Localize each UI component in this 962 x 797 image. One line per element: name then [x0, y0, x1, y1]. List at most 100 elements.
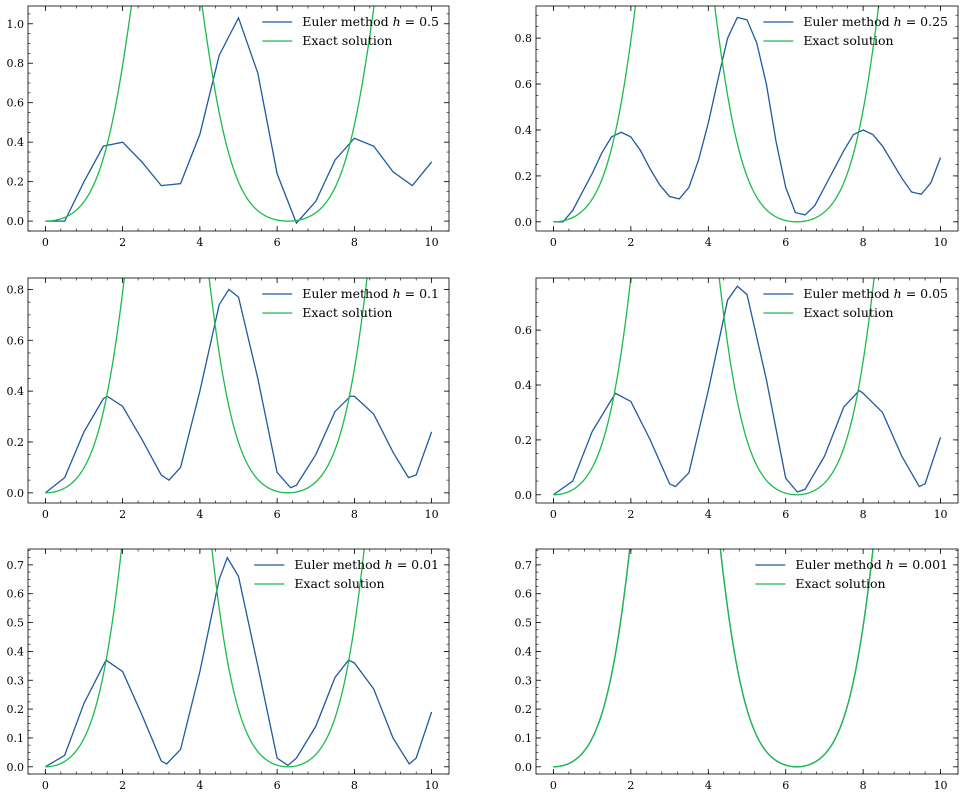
legend-h-symbol: h — [393, 14, 401, 29]
x-tick-label: 8 — [351, 236, 358, 249]
x-tick-label: 10 — [425, 236, 439, 249]
x-tick-label: 4 — [705, 508, 712, 521]
exact-series-line — [553, 278, 875, 496]
axes-frame — [27, 5, 450, 232]
axes-frame — [535, 5, 959, 232]
legend-euler-suffix: = 0.001 — [894, 557, 948, 572]
legend-euler-prefix: Euler method — [795, 557, 885, 572]
legend: Euler method h = 0.5 Exact solution — [262, 14, 439, 48]
legend-entry-euler: Euler method h = 0.01 — [294, 557, 439, 572]
y-tick-label: 0.8 — [7, 57, 25, 70]
y-tick-label: 0.3 — [515, 674, 533, 687]
x-tick-label: 10 — [934, 236, 948, 249]
y-tick-label: 0.4 — [7, 385, 25, 398]
euler-series-line — [45, 16, 433, 225]
x-tick-label: 2 — [627, 236, 634, 249]
y-tick-label: 0.1 — [515, 732, 533, 745]
x-tick-label: 10 — [934, 508, 948, 521]
axes-frame — [535, 548, 959, 775]
x-tick-label: 8 — [860, 779, 867, 792]
y-tick-label: 0.0 — [515, 761, 533, 774]
x-tick-label: 8 — [351, 508, 358, 521]
x-tick-label: 2 — [119, 236, 126, 249]
legend-euler-prefix: Euler method — [302, 14, 392, 29]
x-tick-label: 4 — [196, 508, 203, 521]
y-tick-label: 0.0 — [515, 489, 533, 502]
y-tick-label: 1.0 — [7, 18, 25, 31]
legend-entry-exact: Exact solution — [302, 33, 392, 48]
x-tick-label: 4 — [196, 236, 203, 249]
y-tick-label: 0.4 — [515, 645, 533, 658]
legend: Euler method h = 0.001 Exact solution — [755, 557, 948, 591]
axes-frame — [27, 548, 450, 775]
y-tick-label: 0.8 — [515, 32, 533, 45]
y-tick-label: 0.2 — [7, 436, 25, 449]
legend-entry-euler: Euler method h = 0.001 — [795, 557, 948, 572]
y-tick-label: 0.5 — [515, 617, 533, 630]
y-tick-label: 0.4 — [515, 124, 533, 137]
x-tick-label: 0 — [42, 779, 49, 792]
x-tick-label: 2 — [119, 508, 126, 521]
euler-series-line — [45, 556, 433, 768]
axes-frame — [27, 277, 450, 504]
x-tick-label: 6 — [274, 236, 281, 249]
y-tick-label: 0.6 — [515, 324, 533, 337]
legend-euler-suffix: = 0.05 — [902, 286, 948, 301]
x-tick-label: 2 — [119, 779, 126, 792]
y-tick-label: 0.0 — [7, 215, 25, 228]
legend-entry-euler: Euler method h = 0.05 — [803, 286, 948, 301]
legend-entry-exact: Exact solution — [795, 576, 885, 591]
y-tick-label: 0.6 — [7, 588, 25, 601]
y-tick-label: 0.5 — [7, 617, 25, 630]
x-tick-label: 2 — [627, 508, 634, 521]
euler-series-line — [553, 285, 942, 496]
x-tick-label: 6 — [782, 508, 789, 521]
legend-entry-exact: Exact solution — [294, 576, 384, 591]
y-tick-label: 0.4 — [7, 136, 25, 149]
x-tick-label: 10 — [425, 779, 439, 792]
x-tick-label: 0 — [550, 236, 557, 249]
subplot-h-0_001: 0 2 4 6 8 10 0.0 0.1 0.2 0.3 0.4 0.5 0.6 0.7 Euler met… — [515, 548, 959, 792]
legend-entry-exact: Exact solution — [302, 305, 392, 320]
legend-euler-prefix: Euler method — [294, 557, 384, 572]
legend-entry-exact: Exact solution — [803, 305, 893, 320]
x-tick-label: 0 — [550, 508, 557, 521]
y-tick-label: 0.7 — [515, 559, 533, 572]
y-tick-label: 0.2 — [515, 170, 533, 183]
x-tick-label: 6 — [274, 508, 281, 521]
x-tick-label: 6 — [782, 236, 789, 249]
axes-frame — [535, 277, 959, 504]
x-tick-label: 0 — [550, 779, 557, 792]
legend-entry-exact: Exact solution — [803, 33, 893, 48]
subplot-h-0_25: 0 2 4 6 8 10 0.0 0.2 0.4 0.6 0.8 Euler method h = 0… — [515, 5, 959, 249]
legend: Euler method h = 0.1 Exact solution — [262, 286, 439, 320]
legend-euler-prefix: Euler method — [803, 14, 893, 29]
legend-euler-suffix: = 0.25 — [902, 14, 948, 29]
x-tick-label: 4 — [705, 236, 712, 249]
x-tick-label: 8 — [860, 508, 867, 521]
legend: Euler method h = 0.25 Exact solution — [763, 14, 948, 48]
y-tick-label: 0.2 — [515, 703, 533, 716]
y-tick-label: 0.7 — [7, 559, 25, 572]
legend: Euler method h = 0.05 Exact solution — [763, 286, 948, 320]
subplot-h-0_01: 0 2 4 6 8 10 0.0 0.1 0.2 0.3 0.4 0.5 0.6 0.7 Euler met… — [7, 548, 450, 792]
x-tick-label: 6 — [782, 779, 789, 792]
legend-euler-prefix: Euler method — [803, 286, 893, 301]
exact-series-line — [45, 6, 375, 222]
legend-entry-euler: Euler method h = 0.5 — [302, 14, 439, 29]
legend-h-symbol: h — [894, 14, 902, 29]
y-tick-label: 0.8 — [7, 283, 25, 296]
subplot-h-0_05: 0 2 4 6 8 10 0.0 0.2 0.4 0.6 Euler method h = 0.05… — [515, 277, 959, 521]
legend-h-symbol: h — [886, 557, 894, 572]
x-tick-label: 0 — [42, 236, 49, 249]
legend-entry-euler: Euler method h = 0.1 — [302, 286, 439, 301]
legend-euler-prefix: Euler method — [302, 286, 392, 301]
legend-h-symbol: h — [393, 286, 401, 301]
x-tick-label: 2 — [627, 779, 634, 792]
legend-euler-suffix: = 0.1 — [401, 286, 439, 301]
y-tick-label: 0.0 — [7, 487, 25, 500]
y-tick-label: 0.3 — [7, 674, 25, 687]
x-tick-label: 6 — [274, 779, 281, 792]
y-tick-label: 0.6 — [515, 588, 533, 601]
exact-series-line — [45, 549, 365, 768]
